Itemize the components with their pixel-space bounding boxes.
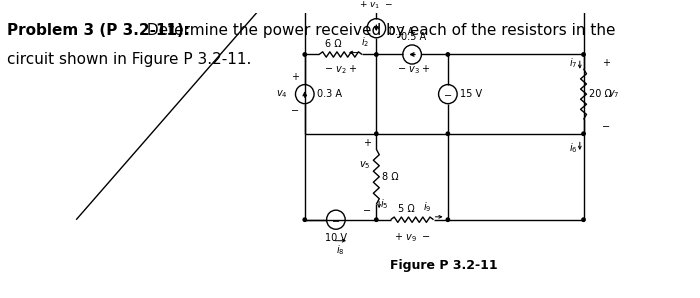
Text: circuit shown in Figure P 3.2-11.: circuit shown in Figure P 3.2-11. [8, 52, 252, 67]
Text: −: − [291, 106, 299, 116]
Text: 6 Ω: 6 Ω [325, 39, 342, 49]
Text: $i_9$: $i_9$ [424, 200, 432, 214]
Text: $i_7$: $i_7$ [568, 56, 577, 70]
Text: − $v_2$ +: − $v_2$ + [323, 63, 358, 76]
Circle shape [446, 132, 449, 136]
Text: −: − [363, 206, 371, 216]
Circle shape [303, 53, 307, 56]
Text: + $v_1$  −: + $v_1$ − [359, 0, 393, 11]
Circle shape [582, 218, 585, 221]
Text: −: − [602, 122, 610, 132]
Text: Figure P 3.2-11: Figure P 3.2-11 [391, 259, 498, 272]
Text: +: + [602, 58, 610, 68]
Text: $v_7$: $v_7$ [608, 88, 620, 100]
Text: Problem 3 (P 3.2-11):: Problem 3 (P 3.2-11): [8, 23, 190, 38]
Text: + $v_9$  −: + $v_9$ − [393, 231, 430, 244]
Text: $i_8$: $i_8$ [336, 243, 345, 257]
Text: +: + [291, 72, 299, 82]
Text: − $v_3$ +: − $v_3$ + [397, 63, 431, 76]
Text: $i_5$: $i_5$ [380, 198, 389, 211]
Circle shape [446, 218, 449, 221]
Text: $v_4$: $v_4$ [276, 88, 288, 100]
Text: 0.3 A: 0.3 A [317, 89, 342, 99]
Circle shape [374, 132, 378, 136]
Circle shape [374, 53, 378, 56]
Circle shape [303, 218, 307, 221]
Text: $v_5$: $v_5$ [359, 159, 371, 171]
Text: +: + [363, 138, 371, 148]
Text: 15 V: 15 V [460, 89, 482, 99]
Text: $-$: $-$ [331, 215, 340, 225]
Text: 8 Ω: 8 Ω [382, 172, 398, 182]
Text: 20 Ω: 20 Ω [589, 89, 612, 99]
Circle shape [582, 53, 585, 56]
Circle shape [446, 53, 449, 56]
Text: 0.5 A: 0.5 A [401, 32, 426, 42]
Text: $i_6$: $i_6$ [569, 141, 578, 155]
Circle shape [374, 218, 378, 221]
Text: 10 V: 10 V [325, 233, 347, 243]
Text: $-$: $-$ [443, 89, 452, 99]
Circle shape [582, 132, 585, 136]
Text: 5 Ω: 5 Ω [398, 204, 415, 214]
Text: Determine the power received by each of the resistors in the: Determine the power received by each of … [142, 23, 616, 38]
Text: 0.2 A: 0.2 A [389, 27, 414, 37]
Text: $i_2$: $i_2$ [361, 35, 369, 49]
